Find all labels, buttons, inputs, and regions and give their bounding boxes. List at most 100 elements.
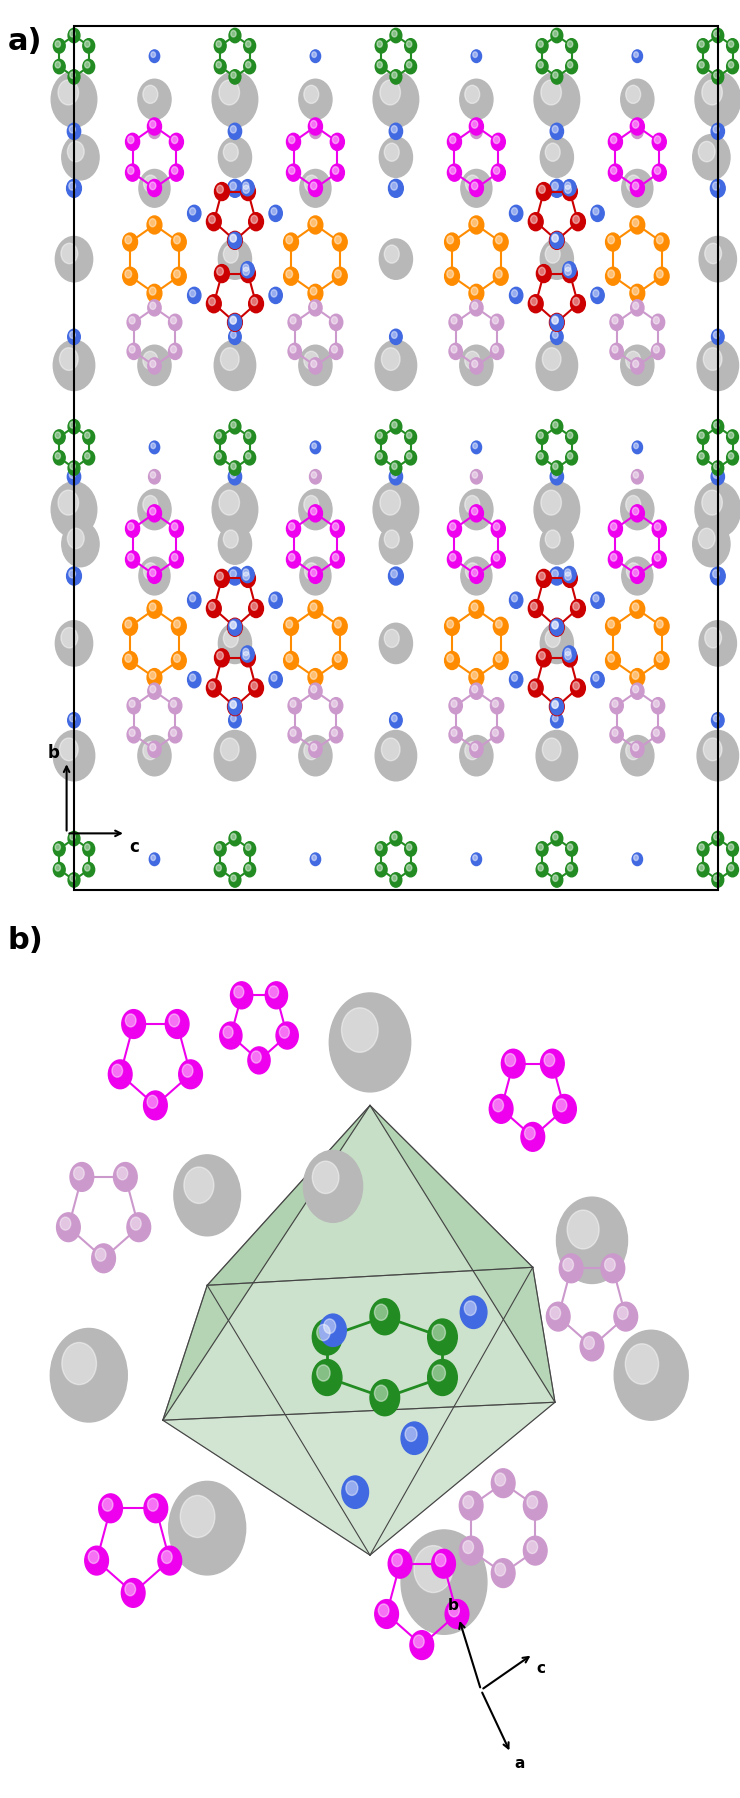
Circle shape [553,72,558,79]
Circle shape [312,52,317,59]
Circle shape [308,218,323,236]
Circle shape [377,453,383,460]
Circle shape [551,874,562,888]
Circle shape [310,604,317,611]
Circle shape [653,730,659,737]
Circle shape [449,137,456,144]
Circle shape [370,1298,400,1334]
Circle shape [406,865,412,872]
Circle shape [465,86,480,104]
Circle shape [243,61,255,76]
Circle shape [170,701,177,708]
Circle shape [489,1095,513,1124]
Circle shape [147,1498,158,1512]
Circle shape [161,1550,172,1564]
Circle shape [562,570,577,588]
Circle shape [289,554,295,561]
Circle shape [712,29,724,43]
Circle shape [218,525,252,565]
Circle shape [317,1325,330,1341]
Circle shape [70,31,75,38]
Circle shape [234,987,243,998]
Circle shape [565,187,571,194]
Circle shape [248,1046,270,1073]
Circle shape [229,874,241,888]
Circle shape [632,50,642,63]
Circle shape [633,473,639,478]
Circle shape [216,845,221,850]
Circle shape [289,167,295,174]
Circle shape [240,649,255,667]
Circle shape [571,680,585,698]
Circle shape [534,72,579,128]
Circle shape [243,574,249,581]
Circle shape [150,473,155,478]
Circle shape [656,271,663,279]
Circle shape [445,653,460,671]
Circle shape [149,50,160,63]
Polygon shape [207,1106,533,1286]
Circle shape [169,726,182,743]
Circle shape [286,620,292,629]
Circle shape [553,423,558,430]
Circle shape [565,653,571,660]
Circle shape [568,865,573,872]
Circle shape [219,81,240,106]
Circle shape [654,653,669,671]
Circle shape [149,604,156,611]
Circle shape [492,318,499,325]
Circle shape [51,482,97,538]
Circle shape [652,135,666,151]
Circle shape [565,451,577,466]
Circle shape [435,1553,446,1566]
Circle shape [229,832,241,847]
Circle shape [378,1604,389,1616]
Circle shape [551,70,562,85]
Circle shape [525,1127,535,1140]
Circle shape [70,72,75,79]
Circle shape [308,601,323,619]
Circle shape [565,863,577,877]
Circle shape [473,52,477,59]
Circle shape [712,832,724,847]
Circle shape [568,433,573,439]
Circle shape [84,865,90,872]
Circle shape [68,70,80,85]
Circle shape [68,331,81,345]
Circle shape [169,343,182,360]
Circle shape [303,1151,363,1223]
Circle shape [127,554,134,561]
Circle shape [728,845,734,850]
Circle shape [147,1095,158,1109]
Circle shape [612,730,618,737]
Circle shape [654,554,661,561]
Circle shape [312,1320,342,1356]
Circle shape [165,1010,189,1039]
Circle shape [229,183,237,191]
Circle shape [460,1296,487,1329]
Circle shape [127,315,141,331]
Circle shape [174,1154,240,1237]
Circle shape [231,333,236,340]
Circle shape [58,81,78,106]
Circle shape [550,234,563,250]
Circle shape [189,674,195,681]
Circle shape [112,1064,123,1077]
Circle shape [231,423,236,430]
Circle shape [549,698,564,716]
Circle shape [633,570,639,577]
Circle shape [697,732,739,782]
Circle shape [113,1163,137,1192]
Circle shape [565,264,571,271]
Circle shape [184,1167,214,1205]
Circle shape [229,70,241,85]
Circle shape [727,61,739,76]
Circle shape [608,620,614,629]
Circle shape [494,268,508,286]
Circle shape [559,1255,583,1284]
Circle shape [373,482,419,538]
Circle shape [699,237,736,282]
Circle shape [212,72,258,128]
Circle shape [206,601,221,619]
Circle shape [332,554,339,561]
